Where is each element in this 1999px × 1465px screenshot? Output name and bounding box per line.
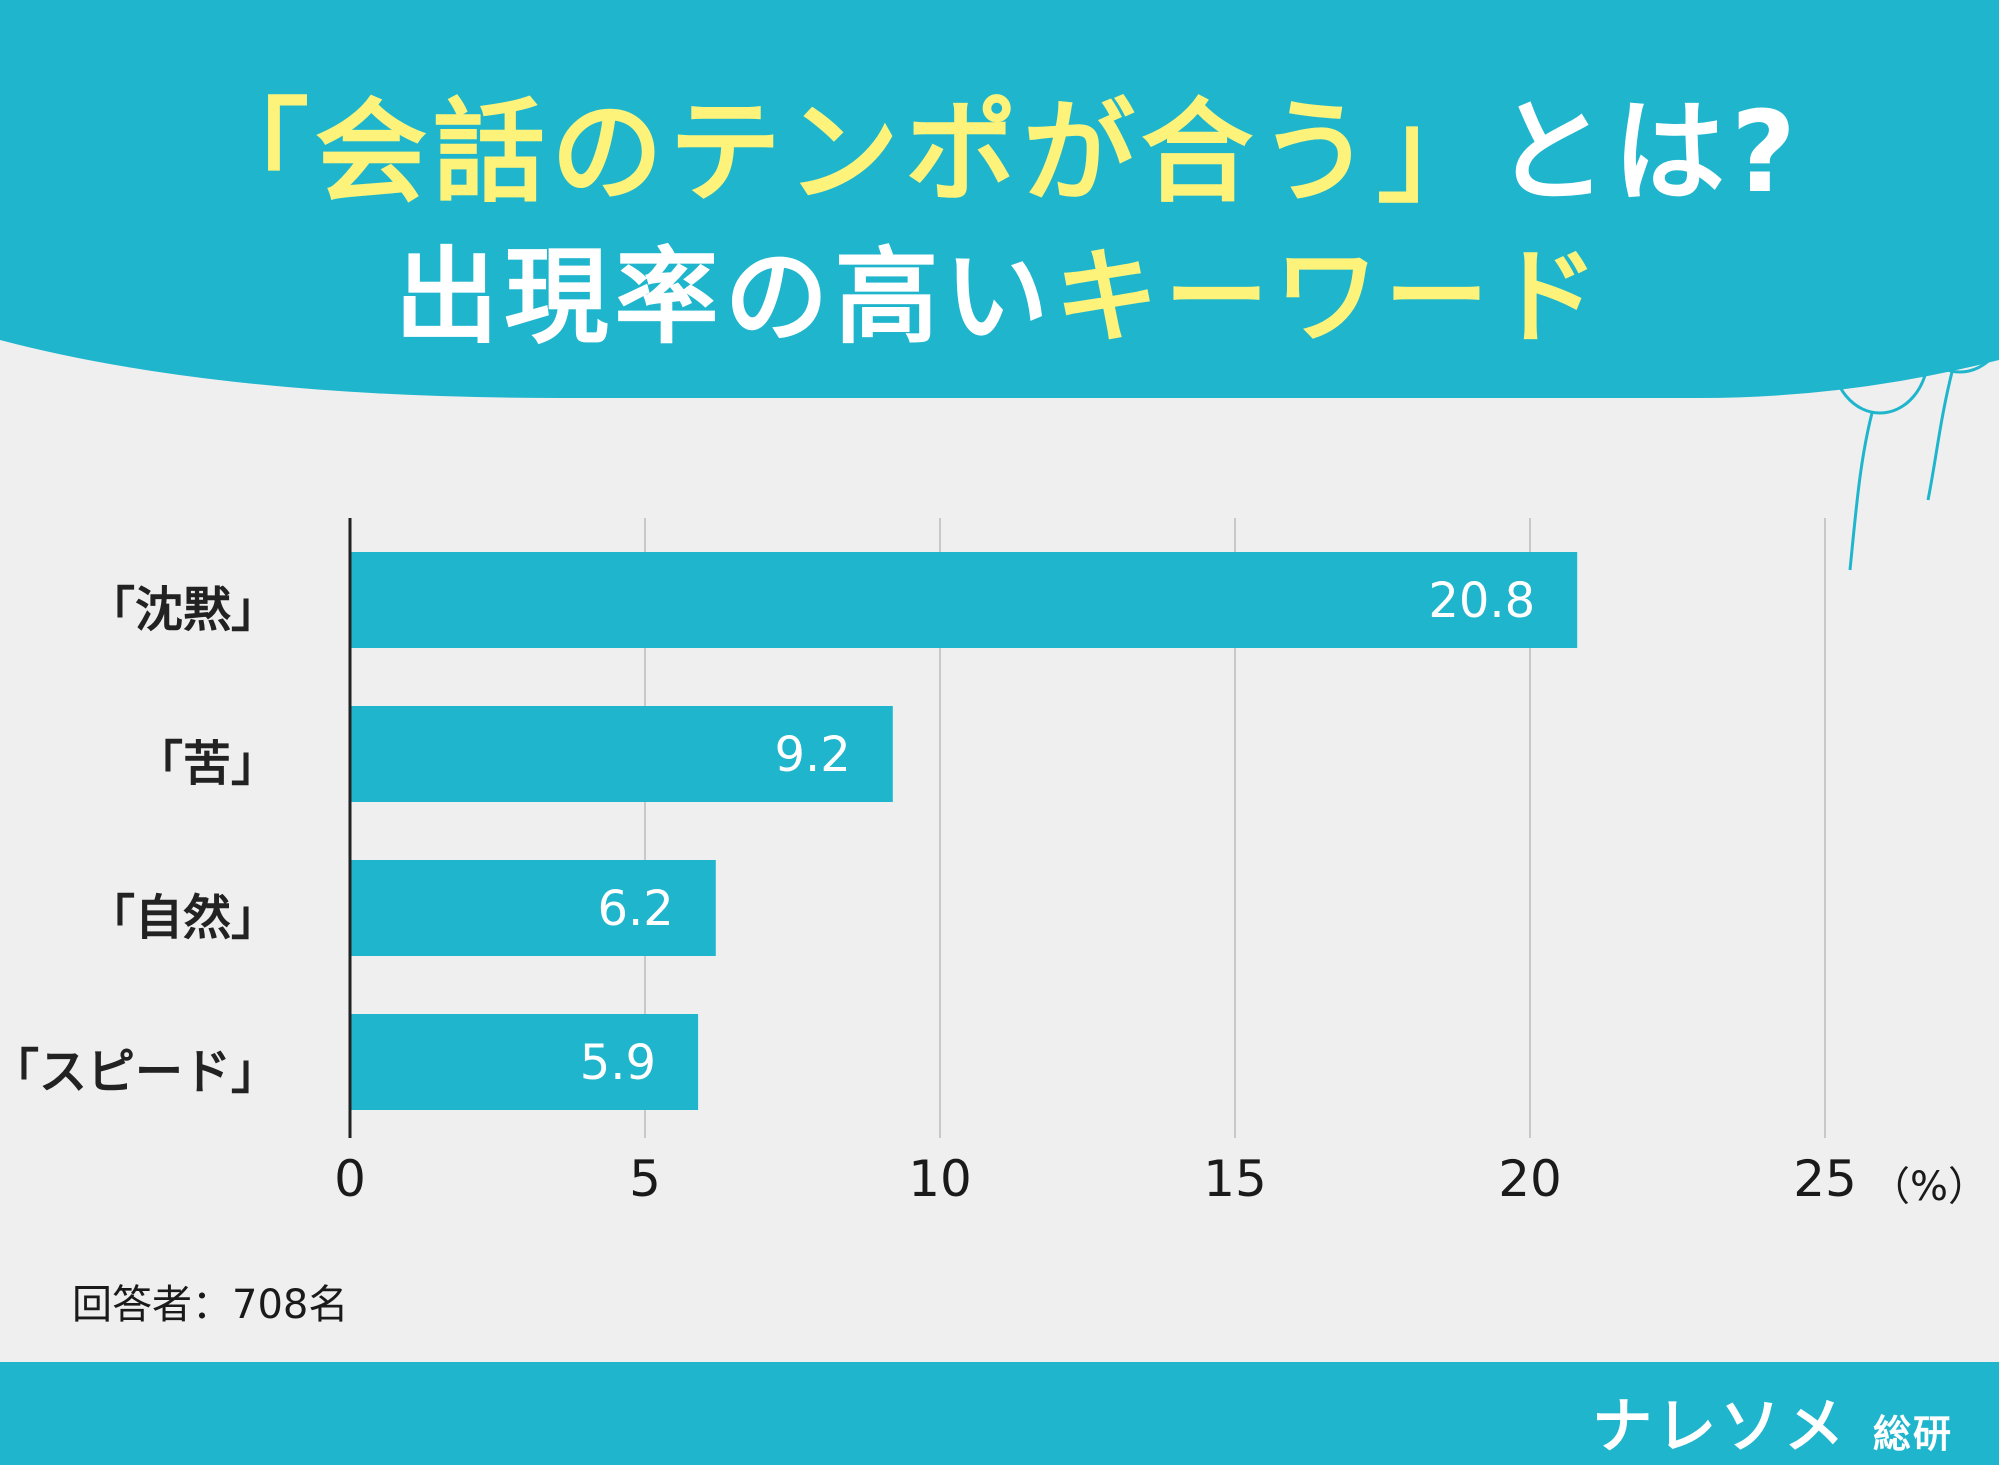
category-label-3: 「スピード」 bbox=[0, 1044, 279, 1100]
bar-value-label-2: 6.2 bbox=[597, 881, 673, 937]
footer-band bbox=[0, 1362, 1999, 1465]
respondents-note: 回答者：708名 bbox=[72, 1282, 349, 1328]
balloons-icon bbox=[1830, 246, 1999, 571]
x-tick-label-25: 25 bbox=[1793, 1150, 1857, 1208]
title-highlight-1: 「会話のテンポが合う」 bbox=[197, 88, 1496, 218]
title-rest-2: 出現率の高い bbox=[394, 236, 1055, 358]
brand-logo: ナレソメ 総研 bbox=[1592, 1378, 1953, 1465]
x-tick-label-5: 5 bbox=[629, 1150, 661, 1208]
bar-value-label-3: 5.9 bbox=[580, 1035, 656, 1091]
bar-3 bbox=[350, 1014, 699, 1110]
title-rest-1: とは? bbox=[1495, 88, 1802, 218]
x-tick-label-20: 20 bbox=[1498, 1150, 1562, 1208]
category-label-2: 「自然」 bbox=[86, 890, 279, 946]
chart-title-line-1: 「会話のテンポが合う」とは? bbox=[0, 62, 1999, 224]
category-label-0: 「沈黙」 bbox=[86, 582, 279, 638]
bar-value-label-0: 20.8 bbox=[1428, 573, 1535, 629]
x-tick-label-15: 15 bbox=[1203, 1150, 1267, 1208]
chart-title-line-2: 出現率の高いキーワード bbox=[0, 212, 1999, 363]
brand-name: ナレソメ bbox=[1592, 1392, 1849, 1462]
brand-sub: 総研 bbox=[1872, 1412, 1953, 1456]
header-band bbox=[0, 0, 1999, 398]
title-highlight-2: キーワード bbox=[1054, 236, 1605, 358]
bar-1 bbox=[350, 706, 893, 802]
x-tick-label-10: 10 bbox=[908, 1150, 972, 1208]
bar-value-label-1: 9.2 bbox=[774, 727, 850, 783]
bar-0 bbox=[350, 552, 1578, 648]
x-unit-label: （%） bbox=[1870, 1164, 1989, 1210]
x-tick-label-0: 0 bbox=[334, 1150, 366, 1208]
category-label-1: 「苦」 bbox=[134, 736, 279, 792]
bar-2 bbox=[350, 860, 716, 956]
